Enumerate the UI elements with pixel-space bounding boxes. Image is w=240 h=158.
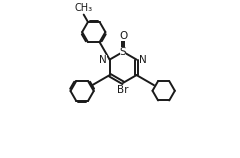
Text: N: N: [139, 55, 147, 65]
Text: O: O: [119, 31, 127, 41]
Text: S: S: [120, 47, 126, 57]
Text: N: N: [99, 55, 107, 65]
Text: Br: Br: [117, 85, 129, 95]
Text: CH₃: CH₃: [75, 3, 93, 13]
